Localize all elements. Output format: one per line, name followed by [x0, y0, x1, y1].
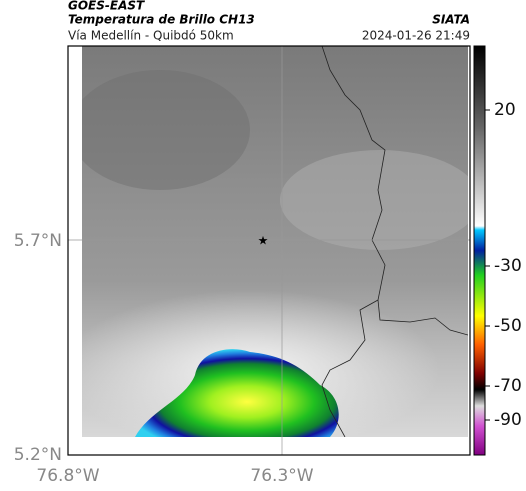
route-label: Vía Medellín - Quibdó 50km [68, 29, 234, 43]
colorbar-tick-label: 20 [494, 100, 516, 120]
graticule [68, 46, 470, 455]
brand-label: SIATA [432, 13, 470, 27]
colorbar-tick-label: -30 [494, 256, 522, 276]
location-marker: ★ [258, 234, 269, 248]
colorbar-tick-label: -90 [494, 410, 522, 430]
colorbar-tick-label: -70 [494, 376, 522, 396]
colorbar [473, 45, 486, 456]
lat-label: 5.7°N [14, 231, 62, 251]
satellite-image [82, 46, 468, 437]
lon-label: 76.8°W [36, 466, 99, 486]
map-frame [67, 45, 471, 456]
colorbar-tick-label: -50 [494, 316, 522, 336]
product-title: Temperatura de Brillo CH13 [68, 13, 255, 27]
timestamp: 2024-01-26 21:49 [362, 29, 470, 43]
source-label: GOES-EAST [68, 0, 145, 13]
lon-label: 76.3°W [250, 466, 313, 486]
lat-label: 5.2°N [14, 445, 62, 465]
